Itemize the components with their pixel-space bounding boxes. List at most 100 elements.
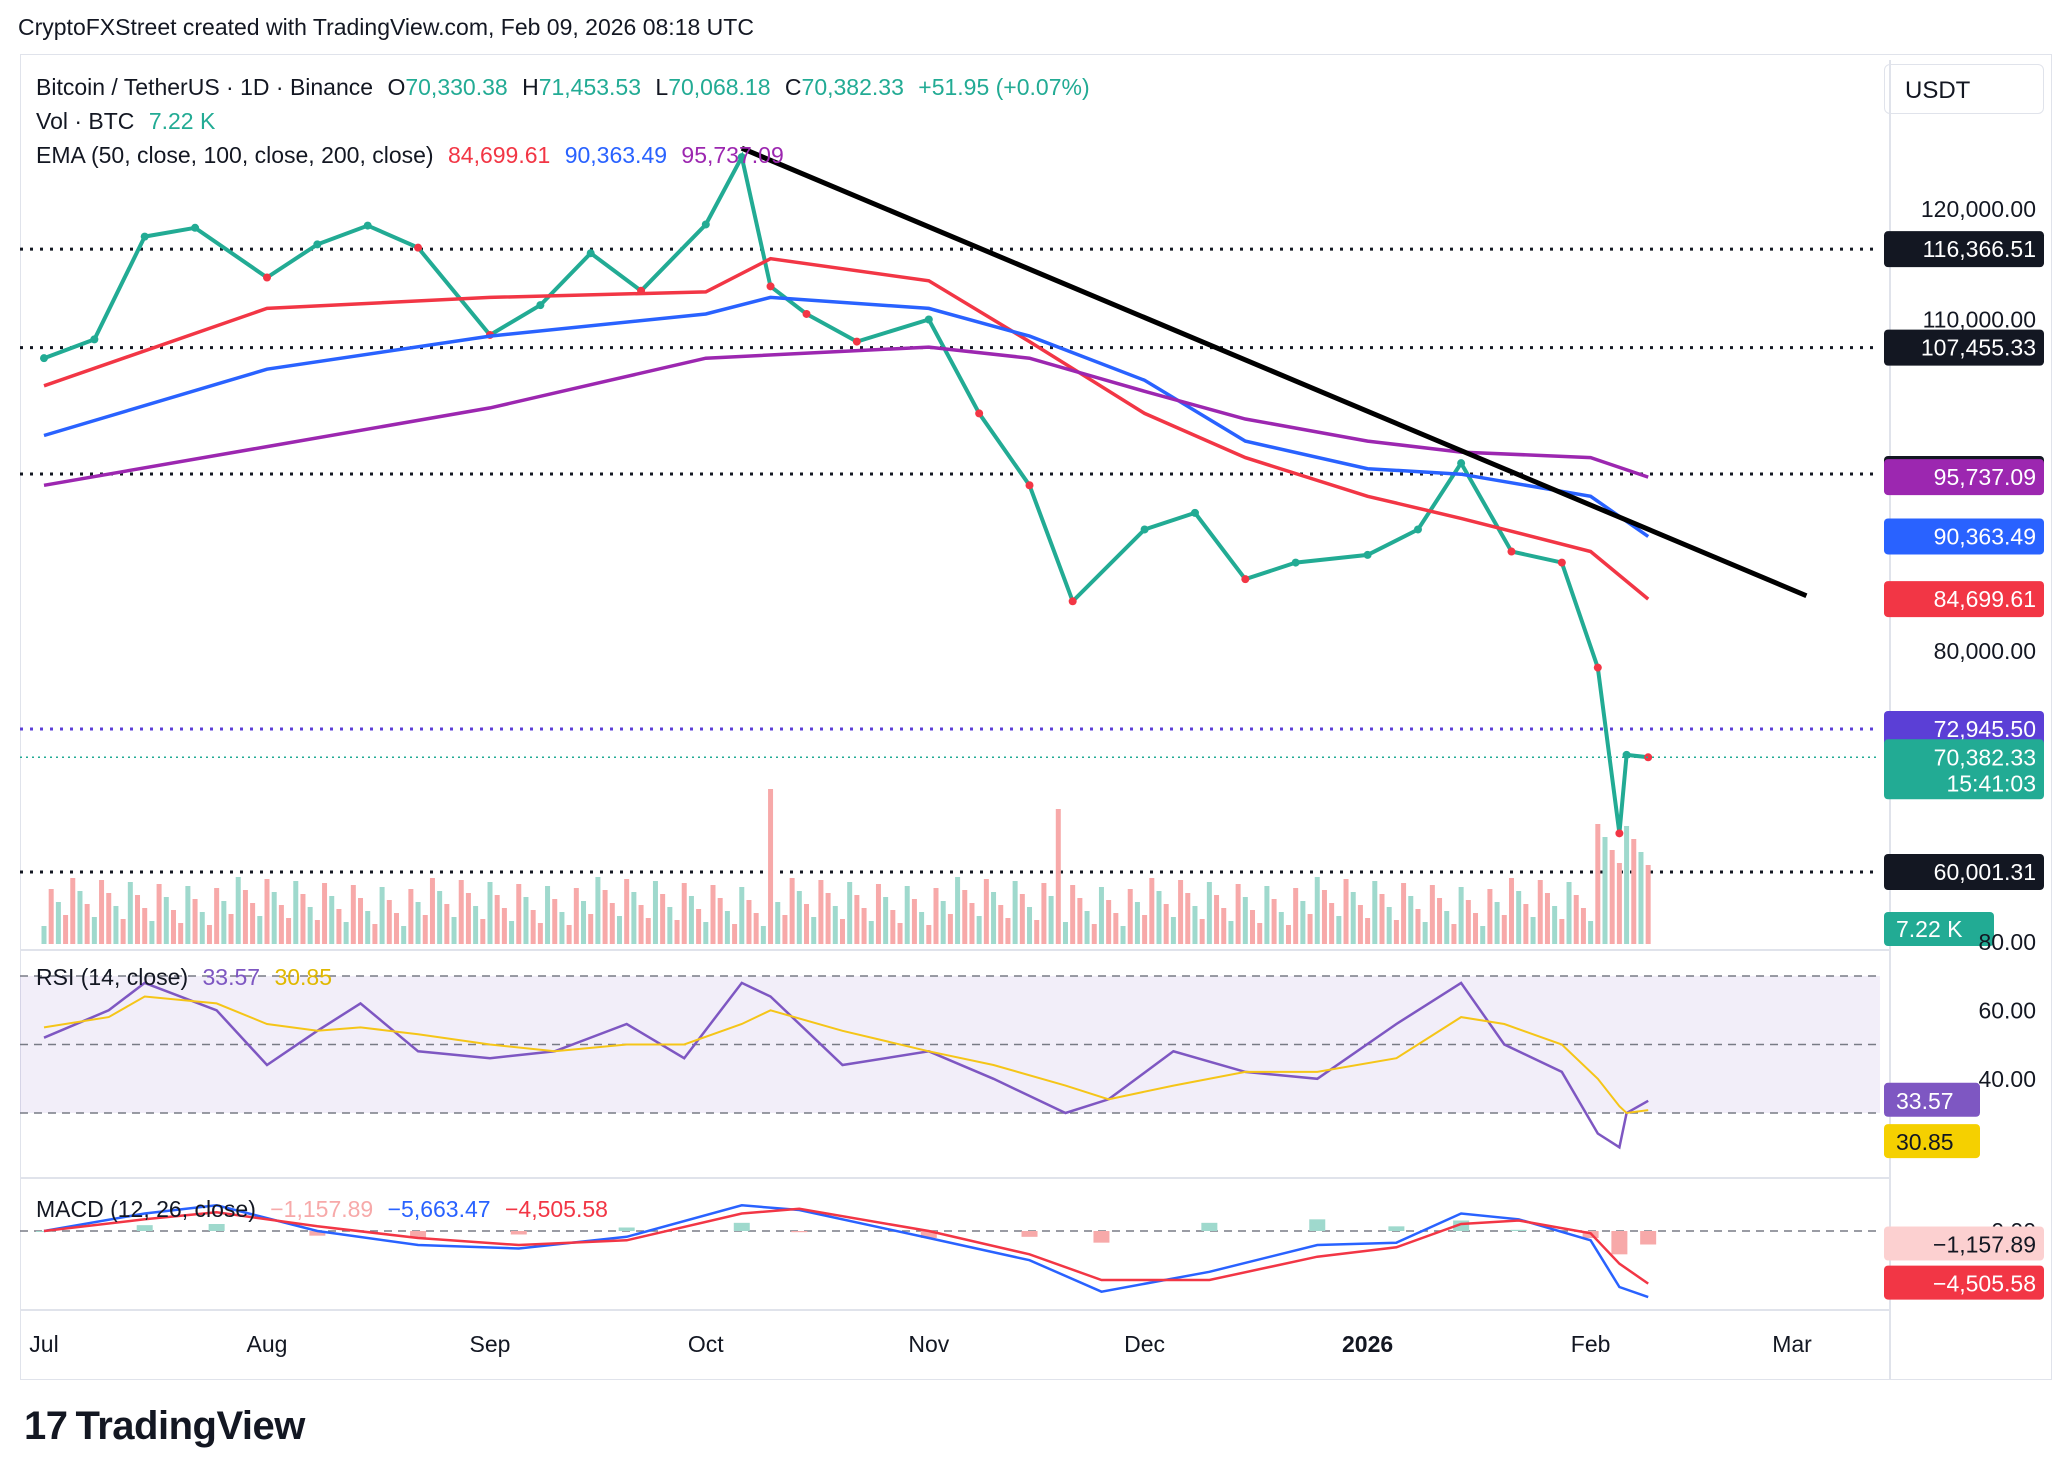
- volume-bar: [566, 925, 572, 944]
- volume-bar: [1401, 883, 1407, 944]
- volume-bar: [379, 887, 385, 944]
- price-close-point: [586, 249, 595, 258]
- volume-bar: [393, 913, 399, 944]
- volume-bar: [293, 881, 299, 944]
- volume-bar: [645, 918, 651, 944]
- volume-bar: [1084, 911, 1090, 944]
- volume-bar: [890, 910, 896, 944]
- volume-bar: [286, 918, 292, 944]
- ohlc-low-label: L: [655, 74, 669, 100]
- chart-frame[interactable]: [20, 54, 2052, 1380]
- volume-bar: [739, 887, 745, 944]
- volume-bar: [1616, 863, 1622, 944]
- price-close-point: [1644, 753, 1653, 762]
- volume-bar: [624, 879, 630, 944]
- ema-label[interactable]: EMA (50, close, 100, close, 200, close): [36, 142, 434, 168]
- volume-bar: [228, 914, 234, 944]
- rsi-axis-tick: 40.00: [1978, 1066, 2036, 1092]
- rsi-legend: RSI (14, close) 33.57 30.85: [36, 964, 332, 991]
- volume-bar: [674, 920, 680, 944]
- tradingview-logo[interactable]: 17 TradingView: [24, 1404, 305, 1449]
- volume-bar: [832, 906, 838, 944]
- horizontal-level-label-bg: [1884, 231, 2044, 268]
- ohlc-low: 70,068.18: [668, 74, 771, 100]
- volume-label[interactable]: Vol · BTC: [36, 108, 135, 134]
- price-close-point: [1140, 525, 1149, 534]
- rsi-ma-value: 30.85: [274, 964, 333, 990]
- volume-bar: [595, 877, 601, 944]
- price-label-bg: [1884, 518, 2044, 555]
- ohlc-close: 70,382.33: [801, 74, 904, 100]
- price-legend: Bitcoin / TetherUS · 1D · Binance O70,33…: [36, 70, 1090, 172]
- volume-bar: [1221, 908, 1227, 944]
- volume-bar: [825, 893, 831, 944]
- price-close-point: [1507, 547, 1516, 556]
- volume-bar: [947, 914, 953, 944]
- volume-bar: [113, 906, 119, 944]
- volume-bar: [919, 912, 925, 944]
- volume-bar: [1494, 902, 1500, 944]
- macd-histogram-bar: [208, 1224, 225, 1231]
- macd-hist-label: −1,157.89: [1933, 1232, 2036, 1258]
- volume-bar: [1501, 915, 1507, 944]
- macd-histogram-bar: [1453, 1220, 1470, 1231]
- volume-bar: [545, 886, 551, 944]
- volume-bar: [1465, 900, 1471, 944]
- volume-bar: [1429, 885, 1435, 944]
- volume-bar: [552, 899, 558, 944]
- macd-histogram-bar: [136, 1225, 153, 1231]
- volume-bar: [1372, 881, 1378, 944]
- time-axis-label: Dec: [1124, 1331, 1165, 1357]
- volume-bar: [1048, 896, 1054, 944]
- volume-bar: [41, 926, 47, 944]
- volume-label-bg: [1884, 912, 1994, 946]
- tradingview-logo-text: TradingView: [75, 1404, 306, 1448]
- volume-bar: [983, 879, 989, 944]
- volume-bar: [372, 924, 378, 944]
- volume-bar: [1552, 906, 1558, 944]
- volume-bar: [1314, 877, 1320, 944]
- volume-bar: [422, 915, 428, 944]
- volume-bar: [1127, 889, 1133, 944]
- rsi-line: [43, 981, 1649, 1150]
- volume-bar: [1624, 826, 1630, 944]
- rsi-label[interactable]: RSI (14, close): [36, 964, 189, 990]
- volume-bar: [1638, 852, 1644, 944]
- price-close-point: [1025, 481, 1034, 490]
- volume-bar: [149, 921, 155, 944]
- ohlc-change: +51.95 (+0.07%): [918, 74, 1090, 100]
- volume-bar: [1645, 865, 1651, 944]
- volume-bar: [1437, 898, 1443, 944]
- macd-histogram-bar: [791, 1231, 808, 1233]
- volume-bar: [559, 912, 565, 944]
- volume-bar: [839, 919, 845, 944]
- volume-bar: [1134, 902, 1140, 944]
- macd-label[interactable]: MACD (12, 26, close): [36, 1196, 256, 1222]
- macd-histogram-bar: [1309, 1219, 1326, 1231]
- volume-bar: [91, 917, 97, 944]
- volume-bar: [235, 877, 241, 944]
- volume-bar: [1329, 903, 1335, 944]
- price-close-point: [802, 309, 811, 318]
- symbol-name[interactable]: Bitcoin / TetherUS · 1D · Binance: [36, 74, 374, 100]
- rsi-value: 33.57: [202, 964, 261, 990]
- volume-bar: [444, 904, 450, 944]
- volume-bar: [77, 891, 83, 944]
- volume-bar: [1408, 896, 1414, 944]
- volume-bar: [868, 921, 874, 944]
- volume-bar: [1336, 916, 1342, 944]
- time-axis-label: Oct: [688, 1331, 724, 1357]
- rsi-ma-line: [43, 995, 1649, 1115]
- volume-bar: [386, 900, 392, 944]
- volume-bar: [1573, 895, 1579, 944]
- volume-bar: [1473, 913, 1479, 944]
- volume-bar: [1214, 895, 1220, 944]
- volume-bar: [1530, 917, 1536, 944]
- volume-bar: [1580, 908, 1586, 944]
- volume-bar: [487, 882, 493, 944]
- volume-bar: [1544, 893, 1550, 944]
- volume-bar: [127, 882, 133, 944]
- price-close-point: [414, 243, 423, 252]
- currency-selector[interactable]: USDT: [1884, 64, 2044, 114]
